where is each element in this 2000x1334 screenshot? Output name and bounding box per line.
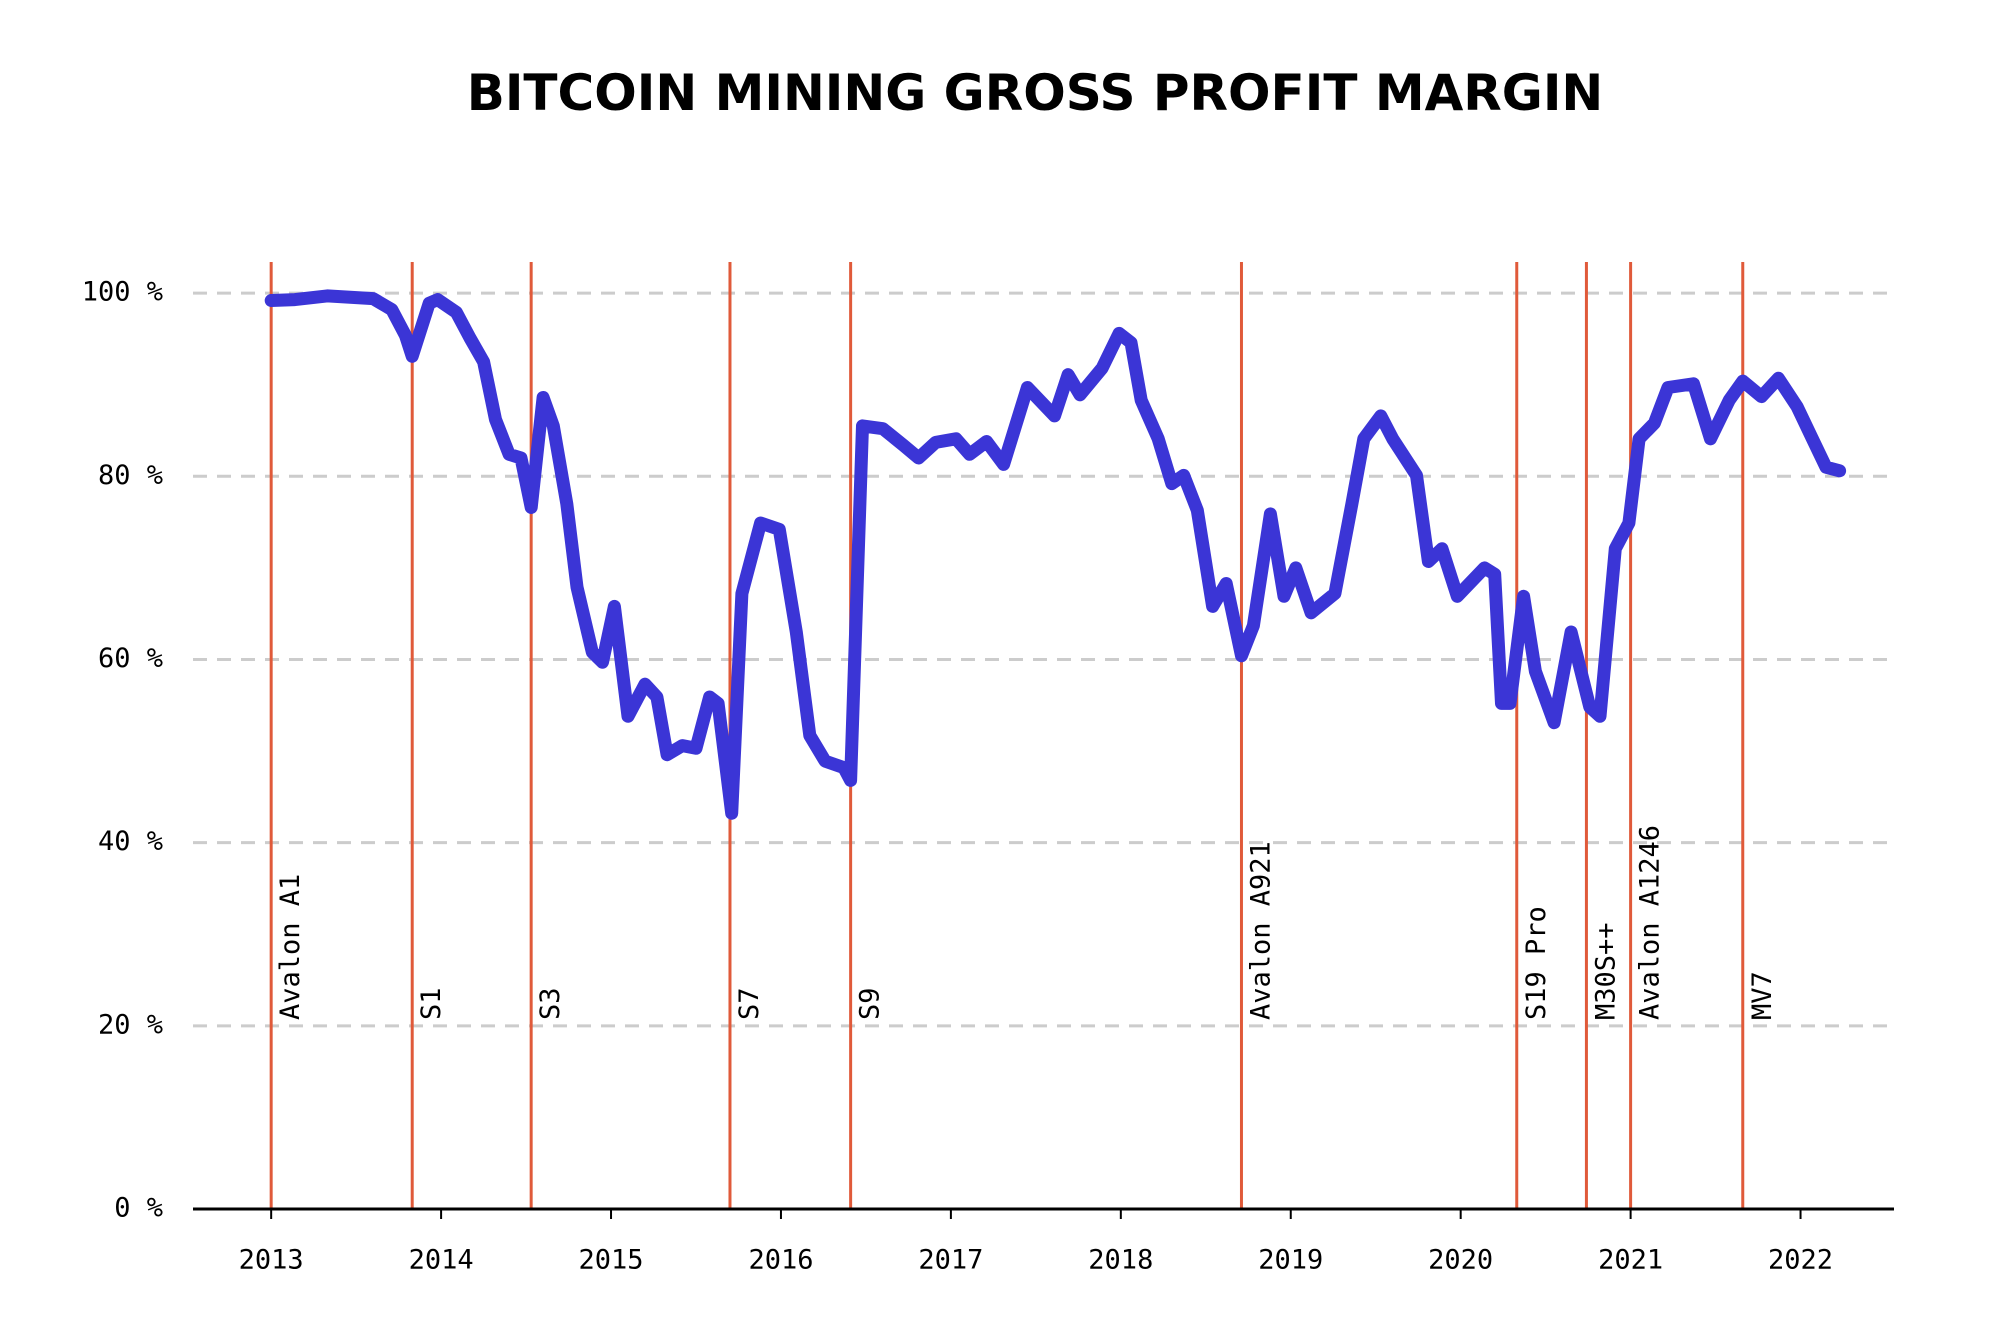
y-tick-label: 40 %: [98, 826, 163, 857]
y-tick-label: 80 %: [98, 460, 163, 491]
event-label: S9: [855, 987, 886, 1020]
event-label: Avalon A921: [1245, 841, 1276, 1020]
x-tick-label: 2017: [918, 1245, 983, 1276]
event-label: S7: [734, 987, 765, 1020]
chart-title: BITCOIN MINING GROSS PROFIT MARGIN: [467, 64, 1604, 122]
x-tick-label: 2021: [1598, 1245, 1663, 1276]
y-tick-label: 60 %: [98, 643, 163, 674]
event-label: MV7: [1747, 971, 1778, 1020]
x-tick-label: 2018: [1088, 1245, 1153, 1276]
y-tick-label: 20 %: [98, 1009, 163, 1040]
event-label: M30S++: [1590, 922, 1621, 1020]
x-tick-label: 2016: [748, 1245, 813, 1276]
x-tick-label: 2015: [579, 1245, 644, 1276]
data-line: [264, 289, 1847, 820]
event-label: Avalon A1: [275, 874, 306, 1020]
event-label: S19 Pro: [1521, 906, 1552, 1020]
event-label: Avalon A1246: [1635, 825, 1666, 1020]
x-tick-label: 2014: [409, 1245, 474, 1276]
x-tick-label: 2022: [1768, 1245, 1833, 1276]
event-label: S3: [535, 987, 566, 1020]
x-tick-label: 2019: [1258, 1245, 1323, 1276]
x-tick-label: 2020: [1428, 1245, 1493, 1276]
y-tick-label: 100 %: [82, 277, 163, 308]
x-tick-label: 2013: [239, 1245, 304, 1276]
event-label: S1: [416, 987, 447, 1020]
y-tick-label: 0 %: [114, 1193, 163, 1224]
